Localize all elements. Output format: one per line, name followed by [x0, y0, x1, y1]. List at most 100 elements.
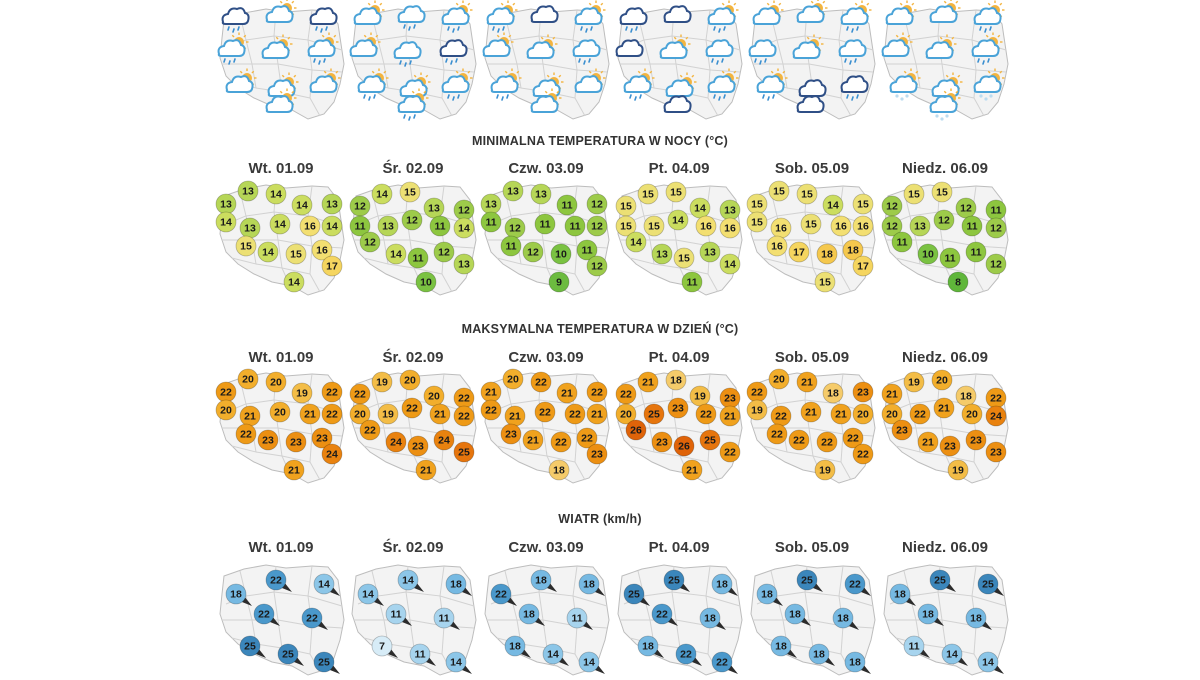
wind-circle [756, 583, 778, 605]
cloud-shape [663, 95, 692, 113]
min-temp-value: 14 [326, 221, 338, 233]
min-temp-value: 15 [240, 241, 252, 253]
sun-ray [243, 34, 247, 38]
min-temp-bubble: 16 [695, 215, 717, 237]
wind-circle [844, 651, 866, 673]
sun-cloud-icon [265, 0, 297, 23]
cloud-rain-icon [838, 39, 867, 65]
min-temp-value: 14 [296, 200, 308, 212]
min-temp-bubble: 12 [586, 255, 608, 277]
max-temp-value: 19 [819, 465, 831, 477]
sun-cloud-icon [530, 88, 562, 113]
sun-ray [691, 74, 695, 78]
min-temp-value: 12 [591, 221, 603, 233]
max-temp-bubble: 22 [788, 429, 810, 451]
wind-value: 22 [258, 609, 270, 621]
min-temp-bubble: 13 [239, 217, 261, 239]
max-temp-value: 23 [412, 441, 424, 453]
day-label-max-6: Niedz. 06.09 [902, 349, 988, 366]
min-temp-bubble: 14 [265, 183, 287, 205]
max-temp-circle [269, 401, 291, 423]
region-border [707, 97, 719, 117]
wind-bubble: 18 [965, 607, 992, 630]
hail-drop [895, 94, 899, 98]
rain-drop [588, 58, 591, 63]
sun-ray [371, 70, 375, 74]
max-temp-bubble: 22 [453, 387, 475, 409]
wind-bubble: 11 [385, 603, 412, 626]
wind-bubble: 22 [675, 643, 702, 666]
sun-ray [957, 74, 961, 78]
hail-drop [935, 114, 939, 118]
min-temp-value: 12 [960, 203, 972, 215]
wind-value: 22 [306, 613, 318, 625]
region-border [971, 595, 1007, 607]
max-temp-circle [768, 368, 790, 390]
min-temp-value: 14 [630, 237, 642, 249]
max-temp-map-1: 22 20 20 19 22 20 21 20 21 22 22 23 23 23 24 21 [215, 368, 345, 484]
min-temp-value: 15 [620, 201, 632, 213]
wind-map-6: 18 25 25 18 18 11 14 14 [883, 564, 1009, 676]
min-temp-value: 13 [535, 189, 547, 201]
min-temp-value: 18 [821, 249, 833, 261]
max-temp-bubble: 19 [689, 385, 711, 407]
sun-ray [291, 90, 295, 94]
max-temp-circle [816, 431, 838, 453]
min-temp-circle [586, 255, 608, 277]
max-temp-circle [852, 443, 874, 465]
max-temp-circle [965, 429, 987, 451]
max-temp-value: 21 [561, 388, 573, 400]
min-temp-bubble: 11 [564, 215, 586, 237]
min-temp-circle [433, 241, 455, 263]
sun-cloud-rain-icon [441, 0, 473, 33]
min-temp-value: 12 [438, 247, 450, 259]
day-label-wind-1: Wt. 01.09 [248, 539, 314, 556]
wind-value: 18 [535, 575, 547, 587]
min-temp-bubble: 14 [719, 253, 741, 275]
sun-ray [500, 2, 504, 6]
min-temp-value: 10 [922, 249, 934, 261]
region-border [973, 461, 985, 481]
min-temp-circle [903, 183, 925, 205]
min-temp-circle [842, 239, 864, 261]
rain-drop [856, 26, 859, 31]
sun-ray [333, 34, 337, 38]
min-temp-circle [615, 215, 637, 237]
min-temp-bubble: 11 [939, 247, 961, 269]
sun-ray [997, 34, 1001, 38]
min-temp-bubble: 12 [985, 217, 1007, 239]
max-temp-bubble: 20 [852, 403, 874, 425]
rain-drop [711, 58, 714, 63]
min-temp-value: 15 [805, 219, 817, 231]
min-temp-bubble: 16 [299, 215, 321, 237]
cloud-shape [530, 95, 559, 113]
cloud-shape [929, 5, 958, 23]
min-temp-value: 15 [648, 221, 660, 233]
max-temp-bubble: 21 [429, 403, 451, 425]
rain-drop [583, 60, 586, 65]
sun-ray [770, 70, 774, 74]
max-temp-value: 22 [793, 435, 805, 447]
min-temp-bubble: 10 [917, 243, 939, 265]
cloud-shape [225, 75, 254, 93]
max-temp-circle [961, 403, 983, 425]
min-temp-map-1: 13 13 14 14 13 14 13 14 16 14 15 14 15 16 17 14 [215, 180, 345, 296]
max-temp-bubble: 24 [433, 429, 455, 451]
min-temp-value: 13 [244, 223, 256, 235]
rain-drop [452, 96, 455, 101]
rain-drop [635, 26, 638, 31]
max-temp-bubble: 22 [550, 431, 572, 453]
max-temp-bubble: 20 [399, 369, 421, 391]
sun-cloud-icon [349, 32, 381, 57]
wind-value: 18 [970, 613, 982, 625]
max-temp-circle [321, 403, 343, 425]
max-temp-circle [917, 431, 939, 453]
max-temp-value: 22 [591, 387, 603, 399]
max-temp-bubble: 23 [500, 423, 522, 445]
max-temp-circle [788, 429, 810, 451]
map-outline [750, 184, 876, 296]
wind-circle [385, 603, 407, 625]
max-temp-circle [643, 403, 665, 425]
sun-ray [999, 70, 1003, 74]
